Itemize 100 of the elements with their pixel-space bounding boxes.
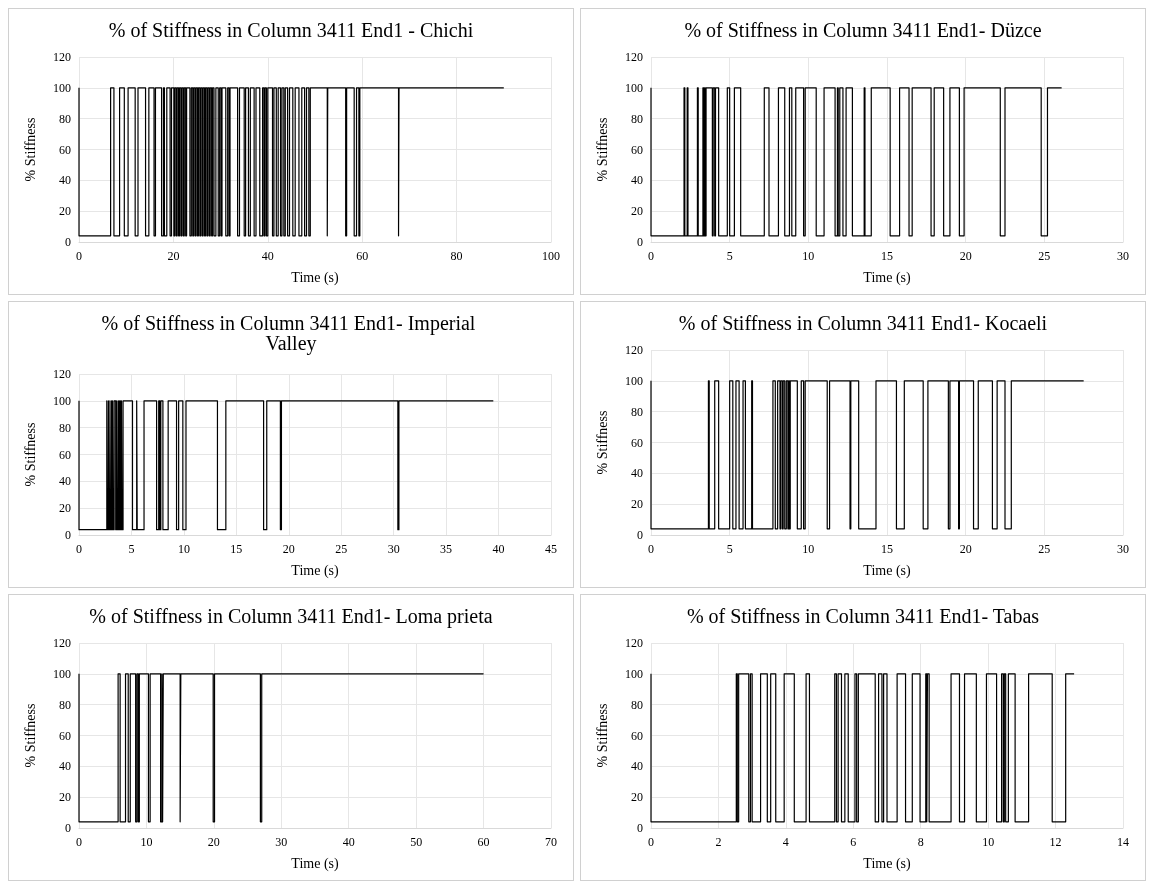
y-axis-title: % Stiffness <box>22 703 38 768</box>
x-tick-label: 80 <box>450 249 463 263</box>
y-tick-label: 40 <box>631 466 643 481</box>
x-tick-label: 14 <box>1117 835 1129 849</box>
chart-title: % of Stiffness in Column 3411 End1- Düzce <box>684 19 1042 41</box>
x-tick-label: 25 <box>335 542 348 556</box>
y-tick-label: 100 <box>625 373 643 388</box>
x-tick-label: 60 <box>356 249 369 263</box>
x-tick-label: 25 <box>1038 542 1051 556</box>
chart-title: % of Stiffness in Column 3411 End1- Kocaeli <box>678 312 1048 334</box>
y-axis-title: % Stiffness <box>594 703 610 768</box>
y-tick-label: 0 <box>637 821 643 835</box>
y-tick-label: 20 <box>59 501 71 516</box>
y-axis-title: % Stiffness <box>22 422 38 487</box>
x-tick-label: 0 <box>76 542 82 556</box>
x-tick-label: 0 <box>648 835 654 849</box>
x-tick-label: 30 <box>1117 542 1129 556</box>
y-tick-label: 100 <box>53 666 71 681</box>
y-tick-label: 20 <box>631 497 643 512</box>
x-tick-label: 25 <box>1038 249 1051 263</box>
y-tick-label: 60 <box>59 447 71 462</box>
y-tick-label: 80 <box>631 697 643 712</box>
y-tick-label: 20 <box>631 790 643 805</box>
y-tick-label: 0 <box>65 528 71 542</box>
y-tick-label: 20 <box>59 204 71 219</box>
x-tick-label: 30 <box>275 835 288 849</box>
y-tick-label: 120 <box>53 367 71 381</box>
y-tick-label: 60 <box>631 728 643 743</box>
x-tick-label: 10 <box>177 542 190 556</box>
y-tick-label: 80 <box>631 111 643 126</box>
chart-title: % of Stiffness in Column 3411 End1- Imperial Valley <box>101 312 481 355</box>
x-tick-label: 0 <box>648 249 654 263</box>
x-tick-label: 5 <box>128 542 135 556</box>
x-tick-label: 20 <box>167 249 180 263</box>
x-tick-label: 40 <box>342 835 355 849</box>
x-tick-label: 15 <box>881 249 893 263</box>
x-tick-label: 70 <box>545 835 557 849</box>
y-tick-label: 80 <box>59 420 71 435</box>
y-tick-label: 60 <box>59 728 71 743</box>
chart-title: % of Stiffness in Column 3411 End1- Tabas <box>686 605 1040 627</box>
x-tick-label: 50 <box>410 835 423 849</box>
y-tick-label: 80 <box>631 404 643 419</box>
x-tick-label: 2 <box>715 835 722 849</box>
y-tick-label: 100 <box>53 393 71 408</box>
chart-title: % of Stiffness in Column 3411 End1 - Chichi <box>108 19 474 41</box>
y-axis-title: % Stiffness <box>22 117 38 182</box>
x-tick-label: 0 <box>76 249 82 263</box>
x-tick-label: 20 <box>282 542 295 556</box>
y-tick-label: 120 <box>625 343 643 357</box>
x-tick-label: 10 <box>140 835 153 849</box>
x-tick-label: 20 <box>207 835 220 849</box>
y-tick-label: 0 <box>65 235 71 249</box>
x-axis-title: Time (s) <box>863 269 911 286</box>
x-tick-label: 12 <box>1049 835 1062 849</box>
y-tick-label: 40 <box>631 759 643 774</box>
x-tick-label: 40 <box>492 542 505 556</box>
x-tick-label: 15 <box>230 542 243 556</box>
chart-title: % of Stiffness in Column 3411 End1- Loma prieta <box>89 605 493 628</box>
y-tick-label: 80 <box>59 111 71 126</box>
x-axis-title: Time (s) <box>291 562 339 579</box>
y-axis-title: % Stiffness <box>594 410 610 475</box>
y-axis-title: % Stiffness <box>594 117 610 182</box>
x-tick-label: 20 <box>959 249 972 263</box>
y-tick-label: 120 <box>625 636 643 650</box>
y-tick-label: 40 <box>631 173 643 188</box>
y-tick-label: 0 <box>637 528 643 542</box>
y-tick-label: 60 <box>59 142 71 157</box>
y-tick-label: 40 <box>59 173 71 188</box>
y-tick-label: 40 <box>59 474 71 489</box>
x-axis-title: Time (s) <box>291 269 339 286</box>
y-tick-label: 120 <box>53 636 71 650</box>
x-tick-label: 8 <box>917 835 924 849</box>
y-tick-label: 60 <box>631 142 643 157</box>
x-tick-label: 4 <box>782 835 789 849</box>
x-tick-label: 35 <box>440 542 453 556</box>
y-tick-label: 100 <box>53 80 71 95</box>
x-tick-label: 6 <box>850 835 857 849</box>
x-tick-label: 20 <box>959 542 972 556</box>
x-tick-label: 40 <box>261 249 274 263</box>
x-tick-label: 5 <box>726 542 733 556</box>
y-tick-label: 60 <box>631 435 643 450</box>
y-tick-label: 40 <box>59 759 71 774</box>
x-tick-label: 0 <box>76 835 82 849</box>
x-tick-label: 0 <box>648 542 654 556</box>
x-tick-label: 10 <box>982 835 995 849</box>
y-tick-label: 120 <box>625 50 643 64</box>
y-tick-label: 80 <box>59 697 71 712</box>
x-tick-label: 30 <box>387 542 400 556</box>
x-tick-label: 10 <box>802 249 815 263</box>
x-axis-title: Time (s) <box>291 855 339 872</box>
y-tick-label: 20 <box>631 204 643 219</box>
y-tick-label: 100 <box>625 80 643 95</box>
x-tick-label: 5 <box>726 249 733 263</box>
x-tick-label: 10 <box>802 542 815 556</box>
y-tick-label: 100 <box>625 666 643 681</box>
x-tick-label: 60 <box>477 835 490 849</box>
y-tick-label: 0 <box>65 821 71 835</box>
x-tick-label: 45 <box>545 542 557 556</box>
y-tick-label: 120 <box>53 50 71 64</box>
x-tick-label: 100 <box>542 249 560 263</box>
